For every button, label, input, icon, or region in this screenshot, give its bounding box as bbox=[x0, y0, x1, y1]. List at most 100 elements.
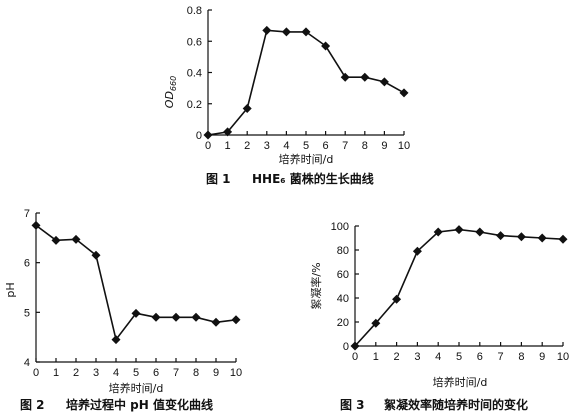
growth-curve-x-tick-label: 5 bbox=[303, 140, 309, 152]
flocculation-curve-data-point bbox=[412, 246, 422, 256]
ph-curve-series-line bbox=[35, 224, 237, 342]
growth-curve-y-tick-label: 0.6 bbox=[187, 36, 202, 48]
flocculation-curve-series bbox=[350, 225, 568, 351]
flocculation-curve-x-tick-label: 0 bbox=[352, 351, 358, 363]
growth-curve-data-point bbox=[242, 103, 252, 113]
flocculation-curve-caption-text: 絮凝效率随培养时间的变化 bbox=[384, 397, 528, 412]
growth-curve-data-point bbox=[321, 41, 331, 51]
growth-curve-y-axis-title-sub: 660 bbox=[169, 76, 178, 91]
growth-curve-data-point bbox=[340, 72, 350, 82]
growth-curve-x-tick-label: 1 bbox=[225, 140, 231, 152]
flocculation-curve-data-point bbox=[433, 227, 443, 237]
ph-curve-data-point bbox=[91, 250, 101, 260]
growth-curve-chart: 00.20.40.60.8 0 1 2 3 4 5 6 7 8 9 10 OD660 培养时间/d … bbox=[163, 5, 410, 186]
flocculation-curve-data-point bbox=[371, 318, 381, 328]
ph-curve-x-tick-label: 1 bbox=[53, 367, 59, 379]
ph-curve-data-point bbox=[31, 220, 41, 230]
flocculation-curve-data-point bbox=[558, 234, 568, 244]
flocculation-curve-y-tick-label: 40 bbox=[337, 293, 349, 305]
flocculation-curve-x-tick-label: 5 bbox=[456, 351, 462, 363]
flocculation-curve-data-point bbox=[516, 232, 526, 242]
ph-curve-y-tick-label: 4 bbox=[24, 357, 30, 369]
flocculation-curve-x-tick-label: 2 bbox=[394, 351, 400, 363]
ph-curve-data-point bbox=[71, 234, 81, 244]
flocculation-curve-caption-number: 图 3 bbox=[340, 398, 365, 412]
ph-curve-caption-text: 培养过程中 pH 值变化曲线 bbox=[66, 397, 213, 412]
growth-curve-x-tick-label: 9 bbox=[381, 140, 387, 152]
ph-curve-chart: 4 5 6 7 0 1 2 3 4 5 6 7 8 9 10 pH 培养时间/d 图 2 培养过程中 pH… bbox=[4, 208, 242, 412]
growth-curve-y-tick-label: 0 bbox=[196, 130, 202, 142]
ph-curve-data-point bbox=[231, 315, 241, 325]
flocculation-curve-data-point bbox=[475, 227, 485, 237]
flocculation-curve-data-point bbox=[537, 233, 547, 243]
flocculation-curve-data-point bbox=[496, 231, 506, 241]
ph-curve-series bbox=[31, 220, 241, 345]
flocculation-curve-y-tick-label: 0 bbox=[343, 341, 349, 353]
flocculation-curve-x-tick-label: 1 bbox=[373, 351, 379, 363]
flocculation-curve-data-point bbox=[350, 341, 360, 351]
growth-curve-y-axis-title-main: OD bbox=[163, 91, 176, 108]
ph-curve-data-point bbox=[131, 308, 141, 318]
growth-curve-x-ticks: 0 1 2 3 4 5 6 7 8 9 10 bbox=[205, 131, 410, 152]
flocculation-curve-x-ticks: 0 1 2 3 4 5 6 7 8 9 10 bbox=[352, 342, 569, 363]
flocculation-curve-y-tick-label: 20 bbox=[337, 317, 349, 329]
ph-curve-x-tick-label: 2 bbox=[73, 367, 79, 379]
flocculation-curve-y-axis-title: 絮凝率/% bbox=[309, 262, 323, 309]
flocculation-curve-x-tick-label: 3 bbox=[414, 351, 420, 363]
ph-curve-y-tick-label: 7 bbox=[24, 208, 30, 220]
flocculation-curve-data-point bbox=[392, 294, 402, 304]
ph-curve-y-ticks: 4 5 6 7 bbox=[24, 208, 40, 369]
ph-curve-y-tick-label: 6 bbox=[24, 258, 30, 270]
growth-curve-data-point bbox=[262, 25, 272, 35]
growth-curve-y-tick-label: 0.4 bbox=[187, 68, 202, 80]
ph-curve-x-tick-label: 0 bbox=[33, 367, 39, 379]
flocculation-curve-chart: 0 20 40 60 80 100 0 1 2 3 4 5 6 7 8 9 10 絮凝率/% 培养时间/d 图… bbox=[309, 221, 569, 412]
ph-curve-x-tick-label: 4 bbox=[113, 367, 119, 379]
ph-curve-x-tick-label: 6 bbox=[153, 367, 159, 379]
growth-curve-x-axis-title: 培养时间/d bbox=[279, 152, 334, 166]
growth-curve-y-tick-label: 0.2 bbox=[187, 99, 202, 111]
growth-curve-data-point bbox=[223, 127, 233, 137]
ph-curve-data-point bbox=[211, 317, 221, 327]
growth-curve-x-tick-label: 6 bbox=[323, 140, 329, 152]
growth-curve-series bbox=[203, 25, 409, 140]
ph-curve-x-tick-label: 9 bbox=[213, 367, 219, 379]
growth-curve-x-tick-label: 4 bbox=[283, 140, 289, 152]
growth-curve-x-tick-label: 3 bbox=[264, 140, 270, 152]
flocculation-curve-series-line bbox=[354, 228, 564, 347]
growth-curve-x-tick-label: 10 bbox=[398, 140, 410, 152]
flocculation-curve-x-tick-label: 10 bbox=[557, 351, 569, 363]
ph-curve-x-tick-label: 8 bbox=[193, 367, 199, 379]
ph-curve-axes bbox=[35, 213, 236, 363]
ph-curve-y-tick-label: 5 bbox=[24, 307, 30, 319]
growth-curve-data-point bbox=[399, 88, 409, 98]
flocculation-curve-x-axis-title: 培养时间/d bbox=[433, 375, 488, 389]
ph-curve-caption-number: 图 2 bbox=[20, 398, 45, 412]
growth-curve-caption-number: 图 1 bbox=[206, 172, 231, 186]
flocculation-curve-data-point bbox=[454, 225, 464, 235]
flocculation-curve-x-tick-label: 9 bbox=[539, 351, 545, 363]
ph-curve-data-point bbox=[171, 312, 181, 322]
flocculation-curve-axes bbox=[354, 226, 563, 347]
growth-curve-x-tick-label: 8 bbox=[362, 140, 368, 152]
ph-curve-y-axis-title: pH bbox=[4, 282, 17, 297]
growth-curve-data-point bbox=[281, 27, 291, 37]
flocculation-curve-x-tick-label: 8 bbox=[518, 351, 524, 363]
growth-curve-y-axis-title: OD660 bbox=[163, 76, 178, 108]
ph-curve-data-point bbox=[151, 312, 161, 322]
ph-curve-x-tick-label: 3 bbox=[93, 367, 99, 379]
ph-curve-data-point bbox=[111, 335, 121, 345]
flocculation-curve-x-tick-label: 7 bbox=[498, 351, 504, 363]
flocculation-curve-y-tick-label: 80 bbox=[337, 245, 349, 257]
growth-curve-data-point bbox=[203, 130, 213, 140]
growth-curve-series-line bbox=[207, 29, 405, 136]
growth-curve-data-point bbox=[301, 27, 311, 37]
ph-curve-x-axis-title: 培养时间/d bbox=[109, 381, 164, 395]
flocculation-curve-x-tick-label: 4 bbox=[435, 351, 441, 363]
ph-curve-data-point bbox=[51, 235, 61, 245]
ph-curve-x-tick-label: 7 bbox=[173, 367, 179, 379]
growth-curve-y-ticks: 0 0.2 0.4 0.6 0.8 bbox=[187, 5, 212, 142]
growth-curve-x-tick-label: 2 bbox=[244, 140, 250, 152]
ph-curve-data-point bbox=[191, 312, 201, 322]
